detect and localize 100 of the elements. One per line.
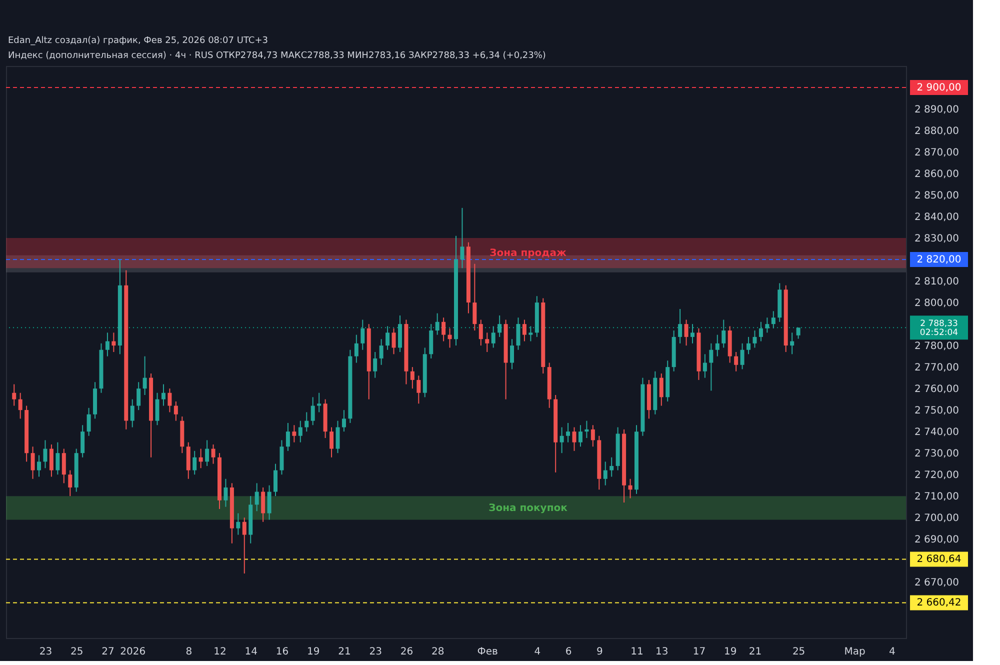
candlestick [498,314,502,338]
candlestick [734,352,738,372]
x-tick-label: 9 [596,646,603,658]
candlestick [205,440,210,466]
candlestick [771,310,776,329]
candlestick [186,442,190,480]
y-tick-label: 2 740,00 [914,427,960,438]
x-tick-label: Мар [844,646,866,658]
candlestick [30,446,35,480]
candlestick [236,512,240,536]
ref-line-label: 2 900,00 [916,82,962,94]
x-tick-label: 21 [748,646,762,658]
x-tick-label: 13 [656,646,668,658]
y-tick-label: 2 730,00 [914,448,960,460]
x-tick-label: 12 [214,646,226,658]
candlestick [49,444,54,478]
candlestick [752,330,757,348]
x-tick-label: 4 [888,646,896,658]
candlestick [435,312,440,336]
text: Индекс (дополнительная сессия) · 4ч · RUS ОТКР2784,73 МАКС2788,33 МИН2783,16 ЗАКР2788,33 +6,34 (+0,23%) [8,51,546,61]
y-tick-label: 2 670,00 [914,578,960,589]
y-tick-label: 2 770,00 [914,362,960,374]
ref-line-label: 2 660,42 [916,598,962,609]
x-tick-label: 6 [565,646,572,658]
candlestick [478,319,483,346]
candlestick [460,207,464,269]
candlestick [690,324,695,344]
ref-line-label: 2 820,00 [916,254,962,266]
candlestick [472,263,477,331]
candlestick [304,412,309,432]
y-tick-label: 2 700,00 [914,513,960,524]
candlestick [280,440,284,476]
candlestick [354,334,358,364]
candlestick [386,326,390,350]
y-tick-label: 2 720,00 [914,470,960,482]
candlestick [448,328,452,348]
candlestick [211,444,216,464]
candlestick [174,400,178,422]
candlestick [142,356,147,396]
x-tick-label: Фев [477,646,498,658]
y-tick-label: 2 830,00 [914,234,960,245]
candlestick [485,332,490,352]
band-label: Зона продаж [490,248,566,260]
candlestick [254,482,259,512]
x-tick-label: 2026 [120,646,146,658]
candlestick [429,324,434,359]
x-tick-label: 21 [338,646,351,658]
y-tick-label: 2 780,00 [914,341,960,352]
candlestick [560,426,564,454]
y-tick-label: 2 810,00 [914,276,960,288]
y-tick-label: 2 800,00 [914,298,960,310]
y-tick-label: 2 890,00 [914,104,960,116]
candlestick [398,314,402,352]
candlestick [416,375,421,404]
candlestick [765,317,770,334]
candlestick [342,410,346,432]
candlestick [516,317,520,350]
candlestick [330,426,334,458]
candlestick [603,461,608,486]
candlestick [572,426,576,452]
candlestick [168,388,172,413]
y-tick-label: 2 840,00 [914,212,960,224]
candlestick [292,424,296,443]
candlestick [105,332,110,357]
band-label: Зона покупок [488,502,568,514]
y-tick-label: 2 850,00 [914,190,960,202]
x-tick-label: 23 [369,646,382,658]
candlestick [590,424,595,448]
candlestick [510,338,514,370]
x-tick-label: 14 [244,646,258,658]
candlestick [373,352,378,378]
ref-line-label: 2 680,64 [916,554,962,566]
candlestick [715,334,720,357]
candlestick [242,517,246,574]
x-tick-label: 8 [186,646,192,658]
candlestick [740,342,744,370]
candlestick [192,450,197,476]
candlestick [702,354,707,378]
candlestick [43,440,48,469]
x-tick-label: 19 [724,646,737,658]
x-tick-label: 28 [431,646,444,658]
x-tick-label: 25 [792,646,806,658]
candlestick [528,326,533,342]
candlestick [678,308,682,344]
candlestick [310,396,315,426]
y-tick-label: 2 760,00 [914,384,960,396]
candlestick [261,486,266,522]
candlestick [628,478,632,499]
candlestick [198,448,203,469]
candlestick [584,420,589,439]
y-tick-label: 2 860,00 [914,169,960,180]
candlestick [578,424,582,448]
candlestick [491,326,496,348]
candlestick [18,392,22,420]
y-tick-label: 2 750,00 [914,406,960,417]
x-tick-label: 17 [692,646,706,658]
candlestick [566,422,570,443]
x-tick-label: 25 [70,646,84,658]
candlestick [442,317,446,342]
y-tick-label: 2 880,00 [914,126,960,138]
